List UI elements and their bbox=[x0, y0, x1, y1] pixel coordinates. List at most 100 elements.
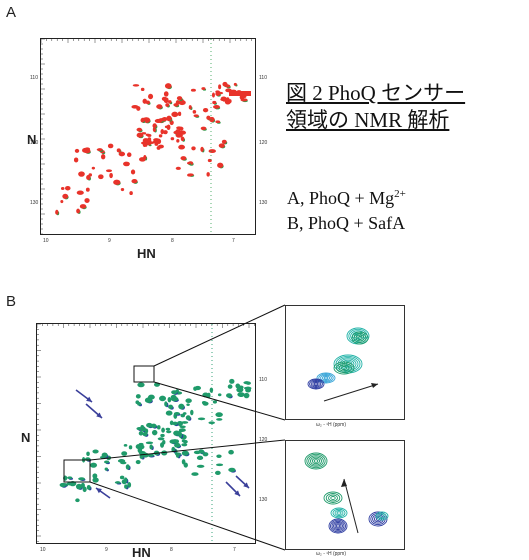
panel-a-xtick-10: 10 bbox=[43, 238, 49, 244]
peak-green bbox=[174, 439, 180, 444]
peak-green bbox=[186, 403, 190, 407]
peak-red bbox=[74, 148, 80, 153]
shift-arrow bbox=[343, 478, 359, 534]
peak-red bbox=[176, 134, 181, 138]
peak-green bbox=[181, 439, 187, 443]
peak-green bbox=[125, 464, 130, 470]
peak-red bbox=[218, 143, 225, 148]
peak-green bbox=[196, 464, 205, 468]
contour bbox=[334, 510, 344, 516]
panel-b-peaks bbox=[36, 323, 255, 543]
peak-green bbox=[160, 433, 165, 438]
peak-green bbox=[151, 429, 158, 436]
panel-b-label: B bbox=[6, 293, 17, 310]
peak-red bbox=[143, 155, 147, 160]
panel-a-ytick-right-110: 110 bbox=[259, 75, 267, 81]
peak-red bbox=[208, 149, 216, 154]
contour bbox=[336, 511, 342, 515]
peak-red bbox=[168, 100, 172, 104]
contour bbox=[309, 379, 323, 389]
peak-green bbox=[144, 397, 153, 403]
peak-red bbox=[153, 139, 160, 144]
connector-line bbox=[153, 304, 286, 367]
peak-red bbox=[180, 136, 185, 142]
peak-green bbox=[139, 454, 144, 459]
peak-green bbox=[181, 443, 188, 447]
peak-green bbox=[191, 472, 199, 476]
peak-green bbox=[90, 462, 98, 468]
peak-red bbox=[233, 82, 237, 86]
peak-red bbox=[206, 172, 210, 177]
contour bbox=[312, 381, 320, 387]
peak-red bbox=[217, 162, 224, 168]
peak-red bbox=[85, 187, 90, 192]
peak-green bbox=[183, 462, 188, 468]
peak-red bbox=[176, 96, 183, 101]
contour bbox=[375, 511, 389, 521]
panel-b-ytick-right-130: 130 bbox=[259, 497, 268, 503]
peak-red bbox=[163, 91, 169, 97]
peak-green bbox=[156, 425, 161, 430]
peak-green bbox=[127, 481, 132, 488]
peak-red bbox=[188, 105, 192, 110]
peak-green bbox=[92, 477, 99, 483]
peak-green bbox=[124, 484, 128, 489]
contour bbox=[377, 512, 387, 520]
peak-red bbox=[118, 151, 126, 157]
peak-green bbox=[171, 390, 178, 395]
panel-a-xtick-8: 8 bbox=[171, 238, 174, 244]
peak-green bbox=[75, 483, 83, 490]
panel-a-xtick-7: 7 bbox=[232, 238, 235, 244]
peak-red bbox=[55, 209, 59, 215]
peak-red bbox=[160, 128, 165, 135]
peak-green bbox=[228, 467, 236, 473]
peak-green bbox=[202, 401, 209, 406]
peak-red bbox=[176, 139, 180, 143]
peak-green bbox=[215, 470, 221, 475]
connector-line bbox=[153, 381, 286, 421]
peak-green bbox=[168, 404, 174, 410]
connector-line bbox=[89, 481, 286, 551]
peak-red bbox=[178, 144, 186, 150]
peak-green bbox=[123, 443, 128, 447]
peak-red bbox=[123, 161, 130, 167]
peak-green bbox=[80, 482, 85, 488]
contour bbox=[311, 457, 321, 465]
peak-red bbox=[143, 117, 150, 120]
peak-red bbox=[136, 127, 143, 132]
peak-red bbox=[116, 148, 121, 153]
peak-arrow-head bbox=[96, 412, 102, 418]
peak-green bbox=[173, 430, 180, 436]
peak-green bbox=[162, 440, 166, 445]
peak-green bbox=[178, 432, 183, 438]
peak-red bbox=[64, 185, 71, 191]
inset-bottom-xlabel: ω₂ - ¹H (ppm) bbox=[316, 551, 347, 557]
peak-green bbox=[101, 452, 108, 458]
figure-caption: 図 2 PhoQ センサー 領域の NMR 解析 bbox=[286, 80, 465, 134]
peak-red bbox=[164, 83, 172, 89]
peak-green bbox=[149, 444, 153, 450]
peak-arrow-head bbox=[86, 396, 92, 402]
peak-red bbox=[187, 173, 193, 177]
peak-red bbox=[190, 88, 196, 92]
peak-green bbox=[120, 461, 127, 465]
peak-red bbox=[163, 130, 168, 135]
peak-red bbox=[141, 132, 147, 135]
peak-red bbox=[176, 126, 182, 130]
panel-a-ytick-left-110: 110 bbox=[30, 75, 38, 81]
peak-green bbox=[59, 482, 67, 488]
peak-green bbox=[226, 393, 233, 398]
panel-a-xlabel: HN bbox=[137, 246, 156, 261]
peak-red bbox=[200, 146, 204, 152]
contour bbox=[333, 361, 355, 375]
contour bbox=[331, 520, 345, 532]
peak-red bbox=[220, 96, 227, 101]
peak-green bbox=[216, 463, 224, 467]
panel-a-ytick-right-120: 120 bbox=[259, 140, 268, 146]
panel-b-spectrum bbox=[36, 323, 256, 544]
peak-red bbox=[202, 107, 209, 113]
peak-green bbox=[227, 384, 233, 389]
peak-red bbox=[240, 98, 248, 102]
peak-red bbox=[60, 186, 65, 190]
peak-red bbox=[175, 129, 181, 134]
